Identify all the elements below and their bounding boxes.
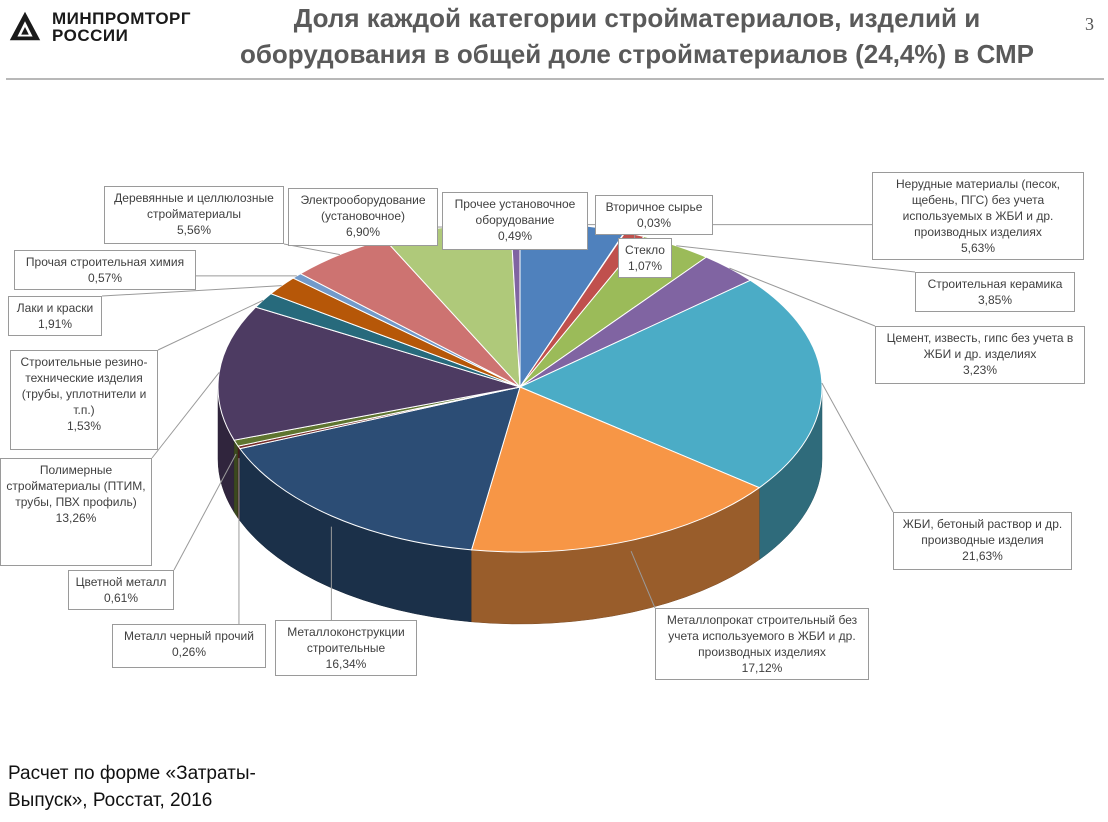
ministry-logo: МИНПРОМТОРГ РОССИИ — [6, 8, 191, 46]
slice-label-4: Строительная керамика 3,85% — [915, 272, 1075, 312]
pie-slice-side-10 — [233, 439, 239, 519]
slice-label-value: 0,57% — [87, 271, 123, 285]
slice-label-11: Полимерные стройматериалы (ПТИМ, трубы, … — [0, 458, 152, 566]
slice-label-3: Стекло 1,07% — [618, 238, 672, 278]
slice-label-15: Деревянные и целлюлозные стройматериалы 5… — [104, 186, 284, 244]
leader-line-5 — [729, 267, 876, 327]
slice-label-8: Металлоконструкции строительные 16,34% — [275, 620, 417, 676]
slice-label-value: 21,63% — [962, 549, 1003, 563]
slice-label-13: Лаки и краски 1,91% — [8, 296, 102, 336]
pie-slice-8 — [239, 386, 521, 551]
slice-label-text: Лаки и краски — [16, 301, 94, 315]
eagle-emblem-icon — [9, 11, 41, 41]
pie-slice-7 — [470, 386, 761, 553]
leader-line-13 — [101, 285, 282, 297]
slice-label-text: Металлоконструкции строительные — [287, 625, 405, 655]
logo-text: МИНПРОМТОРГ РОССИИ — [52, 10, 191, 44]
leader-line-6 — [821, 382, 894, 513]
slice-label-text: Стекло — [625, 243, 665, 257]
slice-label-text: Деревянные и целлюлозные стройматериалы — [114, 191, 274, 221]
slice-label-text: Строительные резино-технические изделия … — [20, 355, 148, 417]
leader-line-11 — [151, 372, 220, 459]
leader-line-10 — [173, 453, 237, 571]
leader-line-7 — [630, 551, 656, 609]
slice-label-2: Вторичное сырье 0,03% — [595, 195, 713, 235]
leader-line-4 — [676, 245, 916, 273]
source-line-1: Расчет по форме «Затраты- — [8, 763, 256, 784]
slice-label-1: Нерудные материалы (песок, щебень, ПГС) … — [872, 172, 1084, 260]
slice-label-text: ЖБИ, бетоный раствор и др. производные и… — [902, 517, 1063, 547]
slice-label-text: Прочее установочное оборудование — [454, 197, 576, 227]
slice-label-14: Прочая строительная химия 0,57% — [14, 250, 196, 290]
slice-label-value: 1,53% — [66, 419, 102, 433]
slice-label-9: Металл черный прочий 0,26% — [112, 624, 266, 668]
slice-label-6: ЖБИ, бетоный раствор и др. производные и… — [893, 512, 1072, 570]
slice-label-text: Электрооборудование (установочное) — [300, 193, 426, 223]
slice-label-12: Строительные резино-технические изделия … — [10, 350, 158, 450]
slice-label-value: 5,63% — [960, 241, 996, 255]
slice-label-value: 16,34% — [325, 657, 367, 671]
slice-label-value: 0,26% — [171, 645, 207, 659]
page-number: 3 — [1085, 14, 1094, 34]
logo-line-1: МИНПРОМТОРГ — [52, 9, 192, 28]
slice-label-text: Полимерные стройматериалы (ПТИМ, трубы, … — [6, 463, 146, 509]
header-divider — [6, 78, 1104, 80]
leader-line-12 — [157, 299, 264, 351]
slice-label-text: Прочая строительная химия — [25, 255, 185, 269]
pie-slice-6 — [518, 279, 823, 489]
slice-label-text: Строительная керамика — [927, 277, 1063, 291]
slice-label-text: Вторичное сырье — [605, 200, 703, 214]
slice-label-text: Нерудные материалы (песок, щебень, ПГС) … — [895, 177, 1060, 239]
slice-label-17: Прочее установочное оборудование 0,49% — [442, 192, 588, 250]
slice-label-10: Цветной металл 0,61% — [68, 570, 174, 610]
slice-label-5: Цемент, известь, гипс без учета в ЖБИ и … — [875, 326, 1085, 384]
source-note: Расчет по форме «Затраты- Выпуск», Росст… — [8, 760, 256, 814]
slice-label-16: Электрооборудование (установочное) 6,90% — [288, 188, 438, 246]
logo-line-2: РОССИИ — [52, 26, 129, 45]
slice-label-value: 5,56% — [176, 223, 212, 237]
slice-label-value: 1,07% — [627, 259, 663, 273]
slice-label-value: 13,26% — [55, 511, 97, 525]
slice-label-value: 3,23% — [962, 363, 998, 377]
slice-label-value: 6,90% — [345, 225, 381, 239]
slice-label-text: Металл черный прочий — [124, 629, 254, 643]
slice-label-value: 17,12% — [741, 661, 783, 675]
slice-label-value: 0,61% — [103, 591, 139, 605]
source-line-2: Выпуск», Росстат, 2016 — [8, 790, 213, 811]
slice-label-value: 3,85% — [977, 293, 1013, 307]
slice-label-text: Цемент, известь, гипс без учета в ЖБИ и … — [886, 331, 1074, 361]
slice-label-value: 0,03% — [636, 216, 672, 230]
slice-label-7: Металлопрокат строительный без учета исп… — [655, 608, 869, 680]
slice-label-value: 1,91% — [37, 317, 73, 331]
slice-label-value: 0,49% — [497, 229, 533, 243]
page-title: Доля каждой категории стройматериалов, и… — [239, 3, 1035, 69]
slice-label-text: Цветной металл — [75, 575, 167, 589]
slice-label-text: Металлопрокат строительный без учета исп… — [666, 613, 858, 659]
